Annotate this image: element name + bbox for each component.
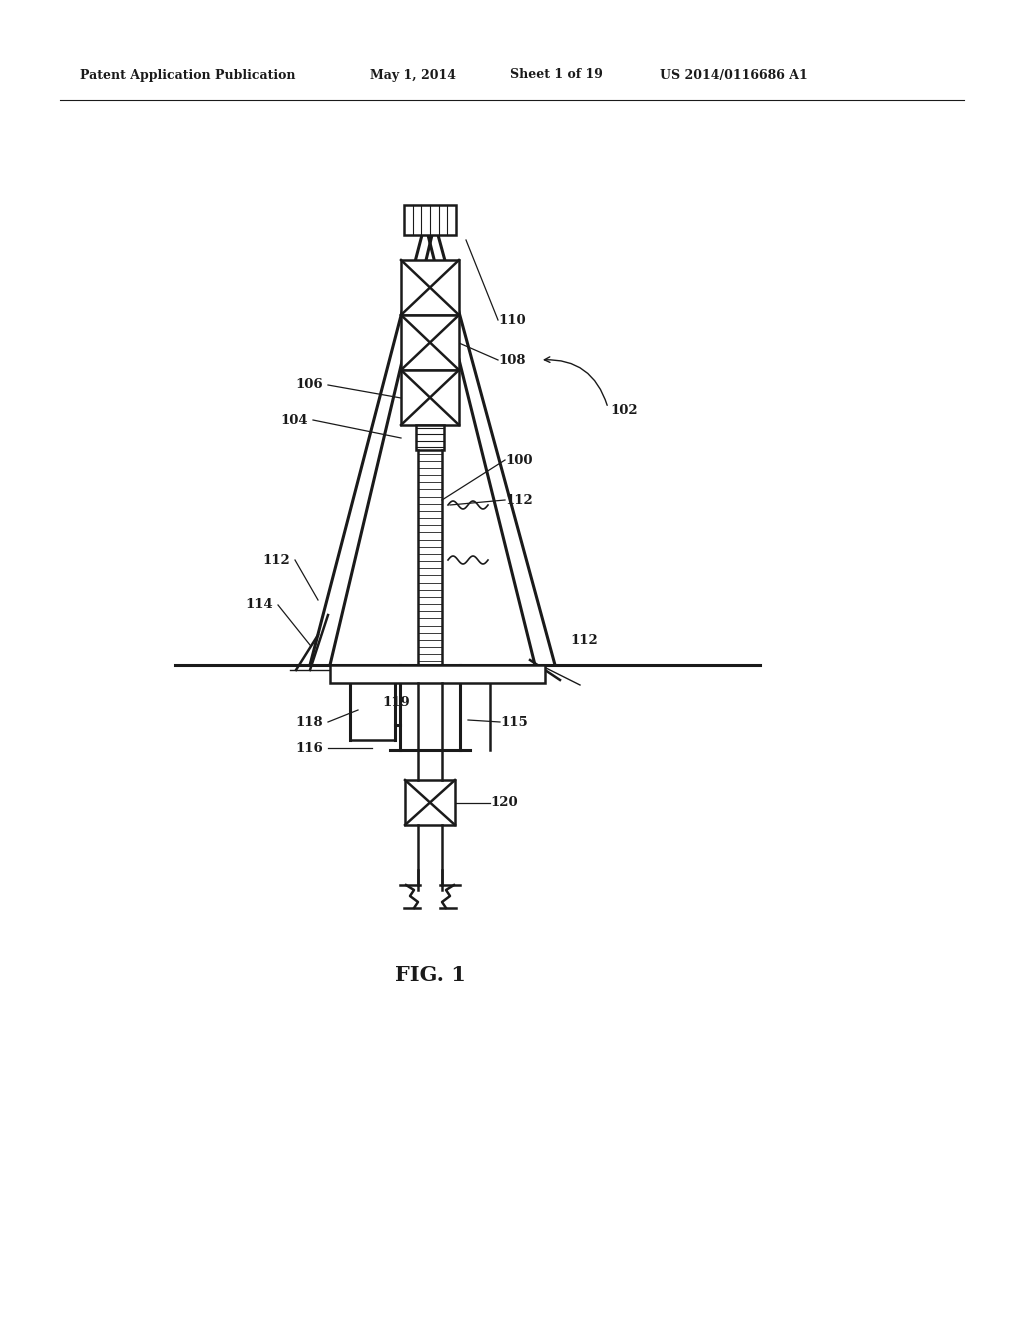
Text: 120: 120 <box>490 796 517 809</box>
Text: 119: 119 <box>382 696 410 709</box>
Text: 115: 115 <box>500 715 527 729</box>
Text: May 1, 2014: May 1, 2014 <box>370 69 456 82</box>
Text: 118: 118 <box>295 715 323 729</box>
Text: 102: 102 <box>610 404 638 417</box>
Bar <box>416 425 444 450</box>
Text: 104: 104 <box>280 413 307 426</box>
Text: 106: 106 <box>295 379 323 392</box>
Text: 112: 112 <box>262 553 290 566</box>
Text: 110: 110 <box>498 314 525 326</box>
Text: 112: 112 <box>505 494 532 507</box>
Bar <box>401 260 459 315</box>
Bar <box>406 780 455 825</box>
Bar <box>404 205 456 235</box>
Text: 114: 114 <box>245 598 272 611</box>
Text: 100: 100 <box>505 454 532 466</box>
Text: FIG. 1: FIG. 1 <box>394 965 466 985</box>
Text: 116: 116 <box>295 742 323 755</box>
Bar <box>401 315 459 370</box>
Text: Sheet 1 of 19: Sheet 1 of 19 <box>510 69 603 82</box>
Text: Patent Application Publication: Patent Application Publication <box>80 69 296 82</box>
Bar <box>401 370 459 425</box>
Text: 108: 108 <box>498 354 525 367</box>
Bar <box>330 665 545 682</box>
Text: US 2014/0116686 A1: US 2014/0116686 A1 <box>660 69 808 82</box>
Text: 112: 112 <box>570 634 598 647</box>
